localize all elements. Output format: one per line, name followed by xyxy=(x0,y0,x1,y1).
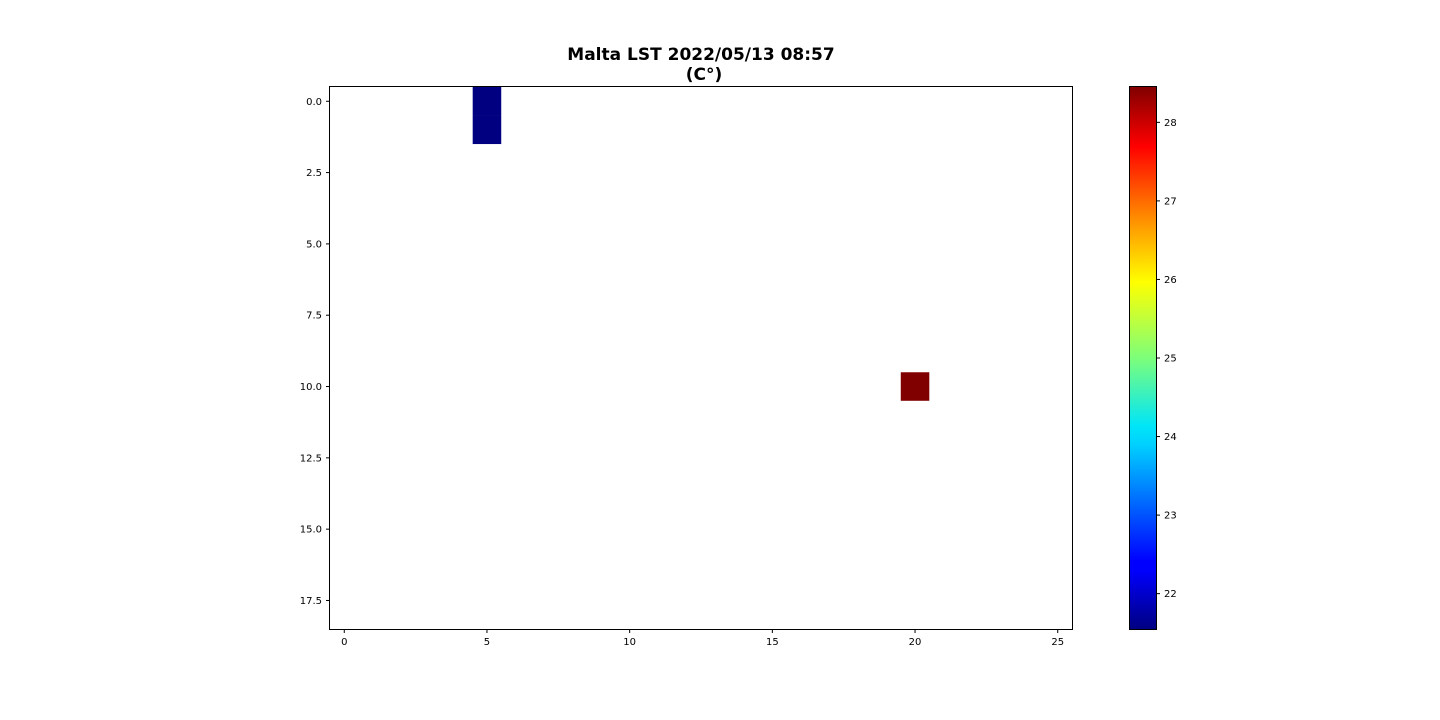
heatmap-cell xyxy=(472,87,502,116)
x-tick-label: 20 xyxy=(909,637,922,648)
x-tick-label: 10 xyxy=(623,637,636,648)
y-tick-label: 0.0 xyxy=(306,97,322,108)
y-tick-label: 15.0 xyxy=(300,525,322,536)
colorbar-tick-label: 26 xyxy=(1164,275,1177,286)
plot-area: 0 5 10 15 20 25 0.0 2.5 5.0 7.5 10.0 12.5 15.0 17.5 xyxy=(300,86,1073,648)
x-tick-label: 15 xyxy=(766,637,779,648)
y-axis: 0.0 2.5 5.0 7.5 10.0 12.5 15.0 17.5 xyxy=(300,97,330,607)
x-tick-label: 5 xyxy=(484,637,490,648)
colorbar: 22 23 24 25 26 27 28 xyxy=(1129,86,1177,630)
chart-title: Malta LST 2022/05/13 08:57 xyxy=(567,45,834,65)
colorbar-gradient xyxy=(1129,86,1157,630)
colorbar-tick-label: 25 xyxy=(1164,354,1177,365)
y-tick-label: 12.5 xyxy=(300,453,322,464)
colorbar-tick-label: 23 xyxy=(1164,511,1177,522)
y-tick-label: 2.5 xyxy=(306,168,322,179)
colorbar-tick-label: 22 xyxy=(1164,589,1177,600)
y-tick-label: 17.5 xyxy=(300,596,322,607)
colorbar-tick-label: 24 xyxy=(1164,432,1177,443)
x-tick-label: 0 xyxy=(341,637,347,648)
colorbar-tick-label: 28 xyxy=(1164,118,1177,129)
colorbar-tick-label: 27 xyxy=(1164,196,1177,207)
y-tick-label: 7.5 xyxy=(306,311,322,322)
heatmap-cells xyxy=(472,87,930,401)
colorbar-ticks: 22 23 24 25 26 27 28 xyxy=(1156,118,1177,600)
plot-frame xyxy=(329,86,1073,630)
plot-background xyxy=(329,86,1073,630)
heatmap-cell xyxy=(472,115,502,145)
y-tick-label: 5.0 xyxy=(306,239,322,250)
x-axis: 0 5 10 15 20 25 xyxy=(341,629,1064,648)
chart-subtitle: (C°) xyxy=(686,65,723,85)
y-tick-label: 10.0 xyxy=(300,382,322,393)
heatmap-cell xyxy=(900,372,930,401)
x-tick-label: 25 xyxy=(1051,637,1064,648)
